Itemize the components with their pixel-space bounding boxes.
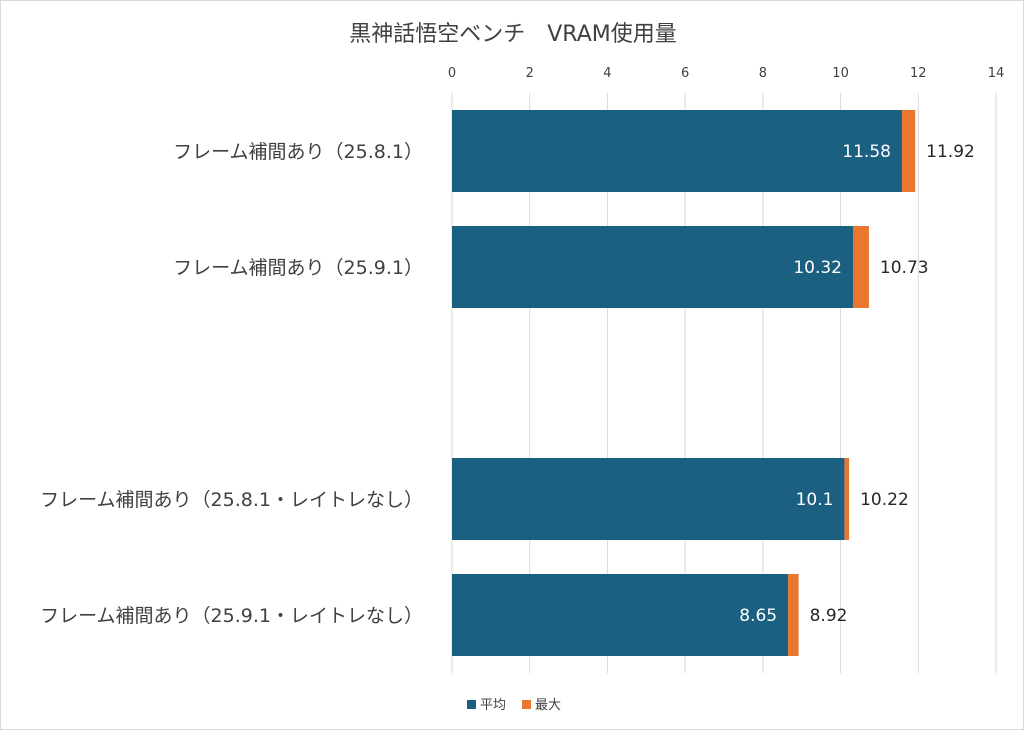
data-labels: 11.58 11.92 10.32 10.73 10.1 10.22 8.65 8.92	[739, 142, 975, 626]
x-tick-label: 0	[448, 66, 456, 81]
legend-swatch	[467, 700, 476, 709]
bar-average	[452, 226, 854, 308]
chart-title: 黒神話悟空ベンチ VRAM使用量	[349, 22, 676, 47]
data-label-average: 8.65	[739, 606, 777, 626]
data-label-average: 10.1	[796, 490, 834, 510]
legend-label: 平均	[480, 698, 506, 713]
data-label-max: 10.73	[880, 258, 929, 278]
category-label: フレーム補間あり（25.9.1・レイトレなし）	[40, 605, 423, 627]
x-tick-label: 12	[910, 66, 927, 81]
bar-average	[452, 110, 902, 192]
data-label-average: 11.58	[842, 142, 891, 162]
bar-max-segment	[788, 574, 799, 656]
legend: 平均 最大	[467, 698, 561, 713]
x-tick-label: 10	[832, 66, 849, 81]
bars	[452, 110, 916, 656]
data-label-max: 8.92	[810, 606, 848, 626]
bar-average	[452, 458, 845, 540]
category-label: フレーム補間あり（25.9.1）	[173, 257, 423, 279]
category-label: フレーム補間あり（25.8.1）	[173, 141, 423, 163]
bar-max-segment	[853, 226, 869, 308]
x-tick-label: 8	[759, 66, 767, 81]
x-axis-ticks: 0 2 4 6 8 10 12 14	[448, 66, 1004, 81]
bar-average	[452, 574, 789, 656]
data-label-max: 11.92	[926, 142, 975, 162]
x-tick-label: 4	[603, 66, 611, 81]
legend-swatch	[522, 700, 531, 709]
data-label-average: 10.32	[793, 258, 842, 278]
bar-max-segment	[901, 110, 916, 192]
x-tick-label: 6	[681, 66, 689, 81]
x-tick-label: 14	[988, 66, 1005, 81]
bar-max-segment	[844, 458, 850, 540]
category-label: フレーム補間あり（25.8.1・レイトレなし）	[40, 489, 423, 511]
legend-label: 最大	[535, 698, 561, 713]
category-labels: フレーム補間あり（25.8.1） フレーム補間あり（25.9.1） フレーム補間あり…	[40, 141, 423, 627]
x-tick-label: 2	[526, 66, 534, 81]
data-label-max: 10.22	[860, 490, 909, 510]
